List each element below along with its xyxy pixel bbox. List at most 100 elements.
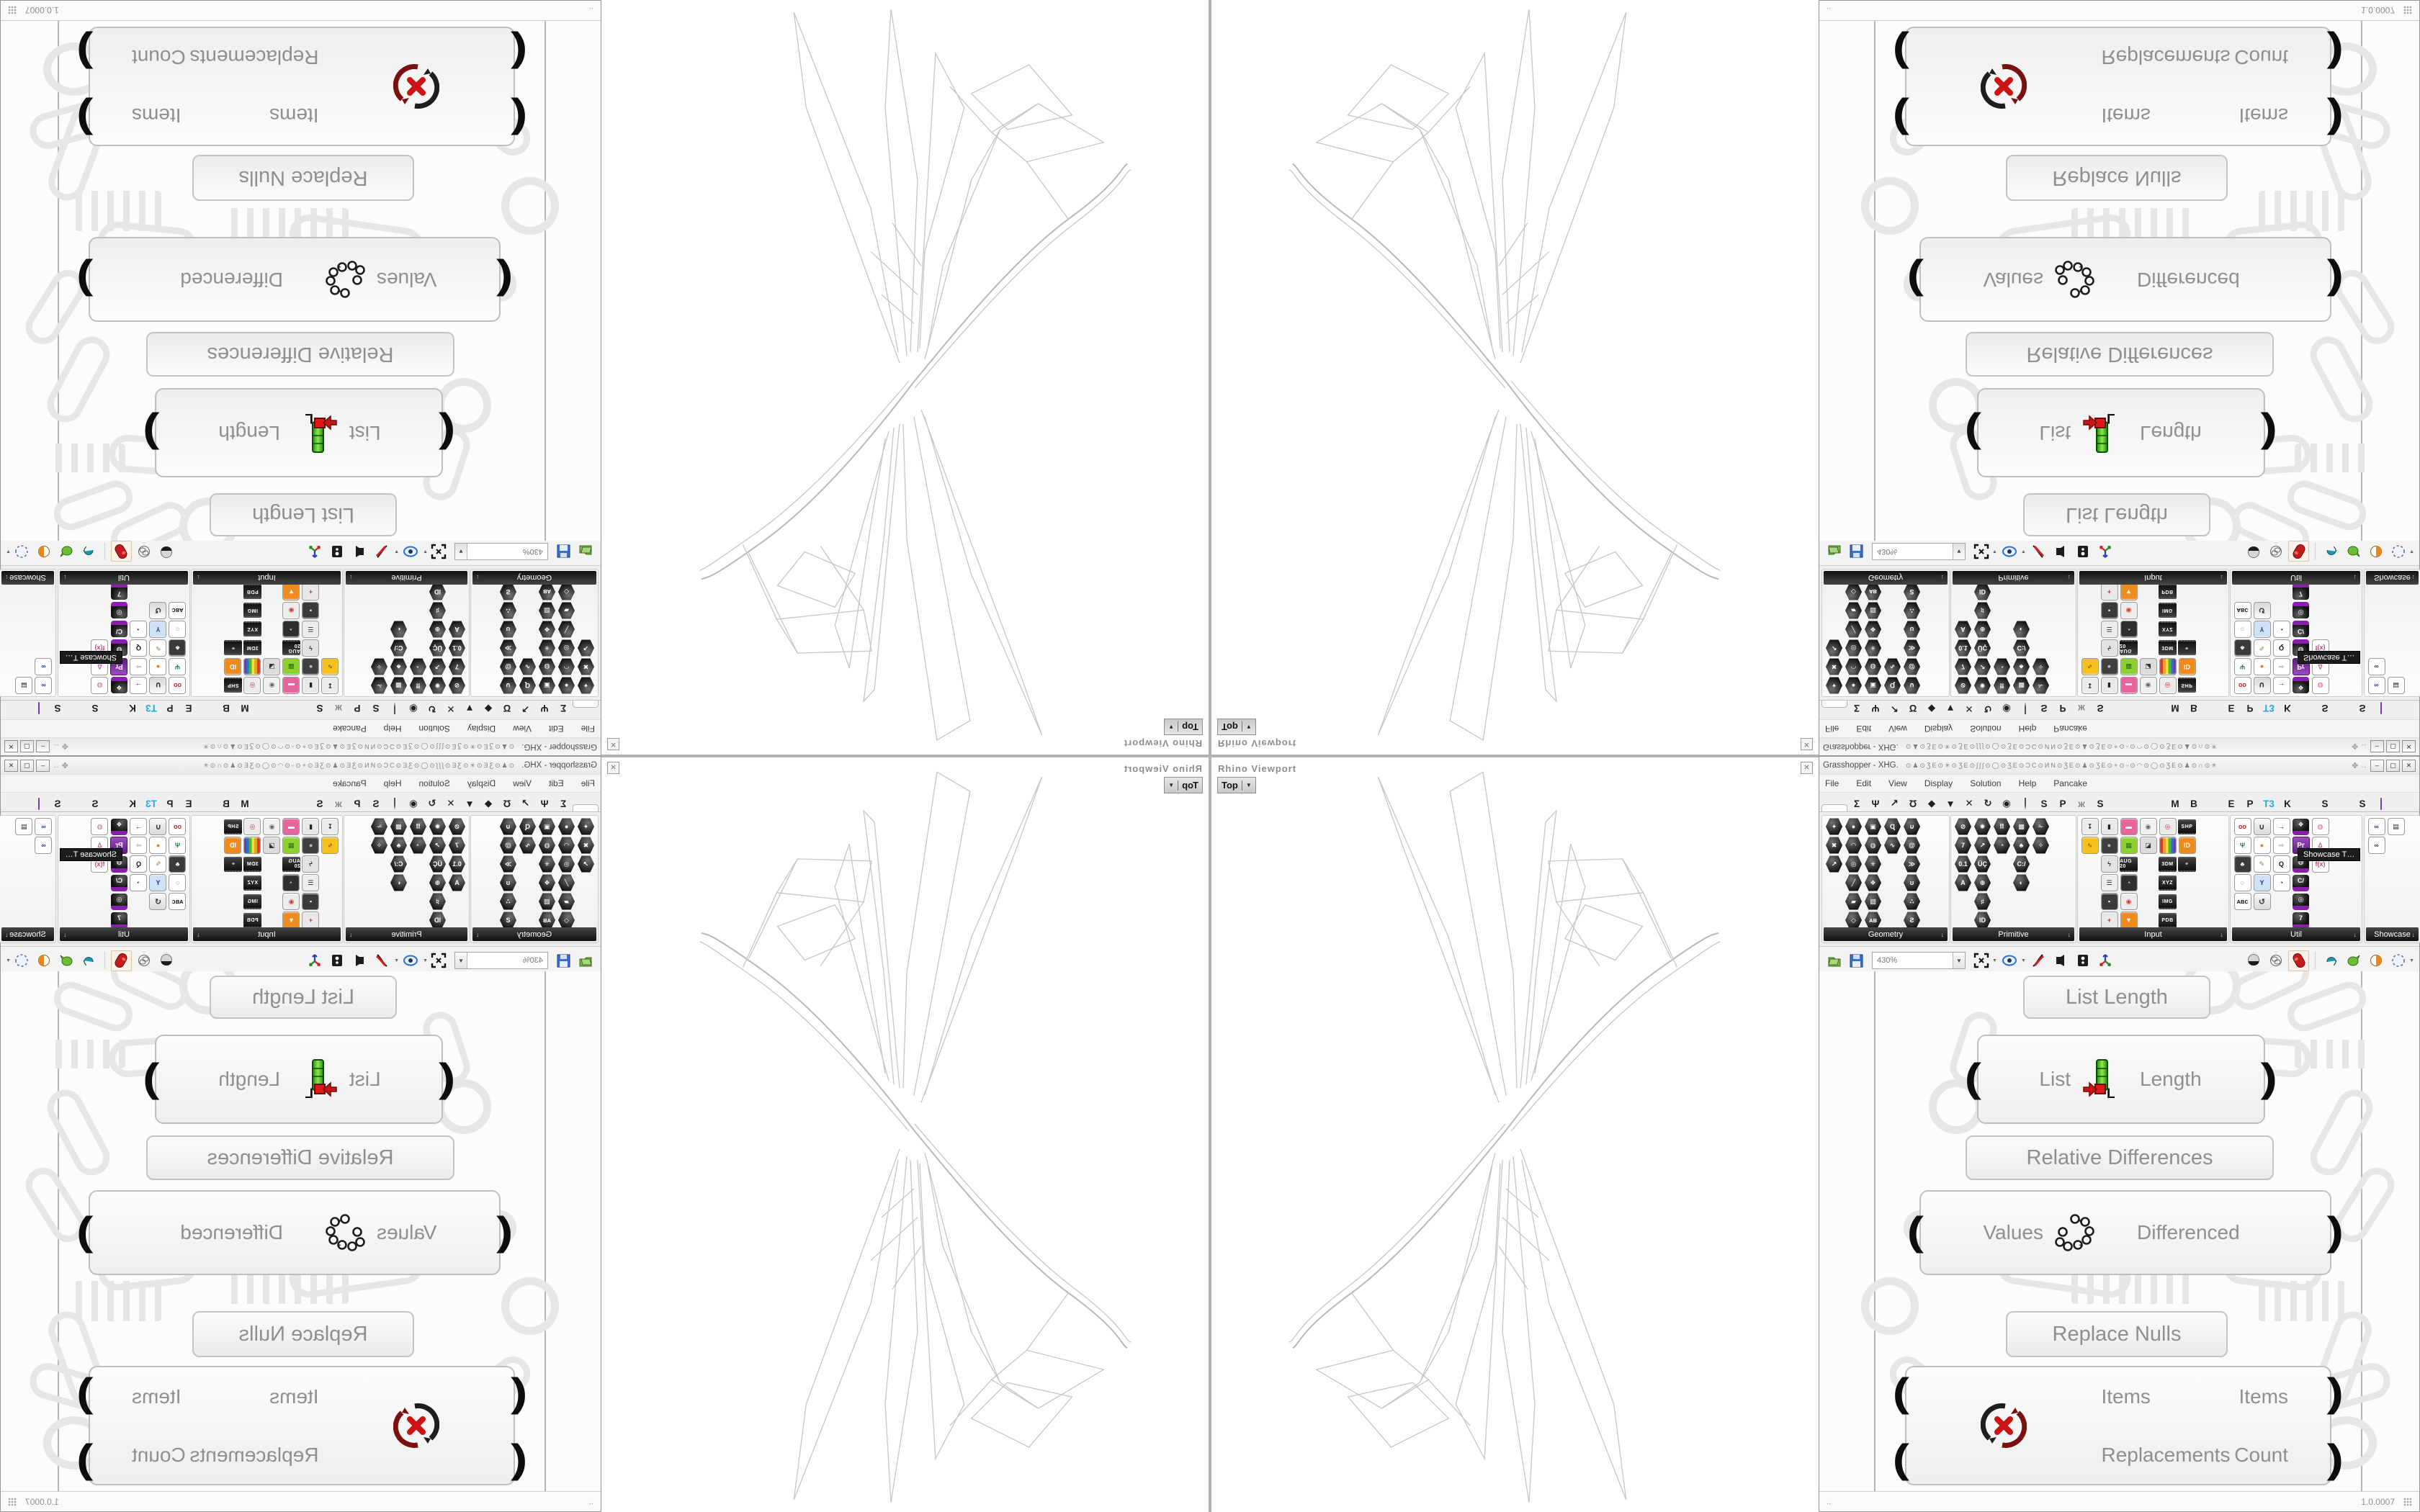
tab-blue-square[interactable]	[104, 809, 123, 811]
component-icon[interactable]: ●	[302, 837, 320, 854]
component-icon[interactable]: ∪	[149, 818, 167, 835]
component-icon[interactable]: ♯	[429, 602, 447, 619]
tab-tab-s3[interactable]: S	[2321, 703, 2329, 714]
title-bar[interactable]: Grasshopper - XHG. ⊙♟⊙ƷE⊙✳⊙ƷE⊙ʃʃʃ⊙◯⊙ƷE⊙Ɔ…	[1819, 757, 2419, 775]
tab-spinner[interactable]	[2203, 809, 2222, 811]
rhino-viewport[interactable]: Rhino Viewport Top ▼ ✕	[1210, 0, 1819, 756]
component-icon[interactable]: ◇	[1845, 583, 1863, 600]
component-icon[interactable]: ◪	[263, 837, 281, 854]
component-icon[interactable]: ∿	[1884, 658, 1901, 675]
component-icon[interactable]: ∞	[2367, 818, 2385, 835]
component-icon[interactable]: ◍	[539, 837, 556, 854]
component-icon[interactable]: oo	[169, 677, 187, 694]
component-icon[interactable]: ID	[1974, 583, 1991, 600]
tab-vector[interactable]: ↗	[1890, 798, 1899, 809]
panel-label[interactable]: Util ↓	[60, 571, 188, 585]
input-grip[interactable]: (	[1892, 1435, 1909, 1481]
component-icon[interactable]: ◎	[558, 855, 575, 873]
component-icon[interactable]: ●	[2253, 837, 2271, 854]
preview-off-button[interactable]	[157, 542, 176, 562]
menu-help[interactable]: Help	[2018, 778, 2037, 788]
rhino-viewport[interactable]: Rhino Viewport Top ▼ ✕	[1210, 756, 1819, 1512]
gh-component-list-length[interactable]: ( ) List L Length	[143, 388, 455, 477]
component-icon[interactable]: ✎	[149, 855, 167, 873]
component-icon[interactable]: ◉	[282, 602, 300, 619]
component-icon[interactable]: A	[449, 621, 466, 638]
menu-file[interactable]: File	[581, 724, 595, 734]
input-grip[interactable]: (	[1964, 1055, 1981, 1100]
component-icon[interactable]: ∞	[2367, 658, 2385, 675]
component-icon[interactable]: ◍	[2311, 818, 2329, 835]
tab-display[interactable]: ◉	[409, 798, 418, 809]
tab-t3[interactable]: T3	[2263, 798, 2275, 809]
component-icon[interactable]: ∪	[1904, 677, 1921, 694]
component-icon[interactable]: ♣	[169, 639, 187, 657]
component-icon[interactable]: ●	[558, 677, 575, 694]
component-icon[interactable]: ◔	[1993, 837, 2011, 854]
selection-region-button[interactable]	[12, 951, 32, 971]
chevron-down-icon[interactable]: ▼	[1953, 953, 1965, 968]
preview-wireframe-button[interactable]	[135, 542, 154, 562]
component-icon[interactable]: 7	[111, 583, 127, 600]
component-icon[interactable]: ▥	[243, 837, 261, 854]
gh-panel-list-length[interactable]: List Length	[2023, 976, 2210, 1019]
component-icon[interactable]: ▼	[282, 583, 300, 600]
mesh-preview-button[interactable]	[2074, 542, 2093, 562]
component-icon[interactable]: ⊕	[429, 874, 447, 891]
component-icon[interactable]: →	[130, 818, 148, 835]
component-icon[interactable]: ◎	[243, 818, 261, 835]
component-icon[interactable]: 3DM	[2159, 856, 2177, 872]
component-icon[interactable]: ✧	[371, 658, 388, 675]
tab-params[interactable]	[573, 804, 599, 811]
component-icon[interactable]: ✁	[371, 677, 388, 694]
tab-tab-s1[interactable]: S	[372, 798, 380, 809]
resize-grip[interactable]	[2403, 6, 2412, 15]
tab-display[interactable]: ◉	[409, 703, 418, 714]
title-bar[interactable]: Grasshopper - XHG. ⊙♟⊙ƷE⊙✳⊙ƷE⊙ʃʃʃ⊙◯⊙ƷE⊙Ɔ…	[1819, 737, 2419, 755]
resize-grip[interactable]	[8, 1497, 17, 1506]
preview-wireframe-button[interactable]	[2266, 951, 2285, 971]
component-icon[interactable]: PDB	[2159, 912, 2177, 928]
component-icon[interactable]: ◉	[2139, 677, 2157, 694]
component-icon[interactable]: ○	[2233, 874, 2251, 891]
tab-grasshopper[interactable]	[2334, 809, 2353, 811]
input-grip[interactable]: (	[1906, 1208, 1924, 1254]
component-icon[interactable]: ϟ	[302, 855, 320, 873]
component-icon[interactable]: XYZ	[2159, 875, 2177, 891]
preview-shaded-button[interactable]	[110, 950, 132, 971]
zoom-extents-button[interactable]	[429, 951, 449, 971]
menu-solution[interactable]: Solution	[1970, 724, 2002, 734]
tab-surface[interactable]: ◆	[1927, 703, 1936, 714]
component-icon[interactable]: C:/	[390, 639, 408, 657]
output-grip[interactable]: )	[76, 97, 93, 143]
gumball-teal-button[interactable]	[2321, 951, 2341, 971]
component-icon[interactable]: ▼	[282, 912, 300, 929]
tab-blue-square[interactable]	[2297, 701, 2316, 703]
gh-component-relative-differences[interactable]: ( ) Values Diffe	[76, 237, 513, 322]
component-icon[interactable]: ↗	[1826, 639, 1843, 657]
component-icon[interactable]: ●	[149, 837, 167, 854]
component-icon[interactable]: ╱	[558, 874, 575, 891]
tab-tab-k[interactable]: K	[129, 798, 136, 809]
tab-tab-s2[interactable]: S	[2097, 703, 2104, 714]
component-icon[interactable]: ◠	[1845, 837, 1863, 854]
component-icon[interactable]: ✺	[429, 677, 447, 694]
tab-tab-p2[interactable]: P	[166, 703, 174, 714]
component-icon[interactable]: Q	[2272, 855, 2290, 873]
tab-tab-b[interactable]: B	[2190, 703, 2197, 714]
component-icon[interactable]: Ɋ	[1884, 677, 1901, 694]
component-icon[interactable]: 0.1	[1954, 855, 1972, 873]
title-bar[interactable]: Grasshopper - XHG. ⊙♟⊙ƷE⊙✳⊙ƷE⊙ʃʃʃ⊙◯⊙ƷE⊙Ɔ…	[1, 737, 601, 755]
gh-component-list-length[interactable]: ( ) List L Length	[1965, 388, 2277, 477]
output-grip[interactable]: )	[76, 1435, 93, 1481]
tab-surface[interactable]: ◆	[484, 703, 493, 714]
component-icon[interactable]: ▤	[15, 677, 33, 694]
chevron-down-icon[interactable]: ▼	[455, 544, 467, 559]
component-icon[interactable]: ID	[224, 658, 242, 675]
component-icon[interactable]: ☰	[2100, 621, 2118, 638]
tab-sets[interactable]: Ψ	[1871, 703, 1880, 714]
tab-curve[interactable]: Ʊ	[503, 703, 511, 714]
component-icon[interactable]: C/	[111, 621, 127, 638]
tab-sets[interactable]: Ψ	[540, 798, 549, 809]
component-icon[interactable]: ∿	[2081, 658, 2099, 675]
